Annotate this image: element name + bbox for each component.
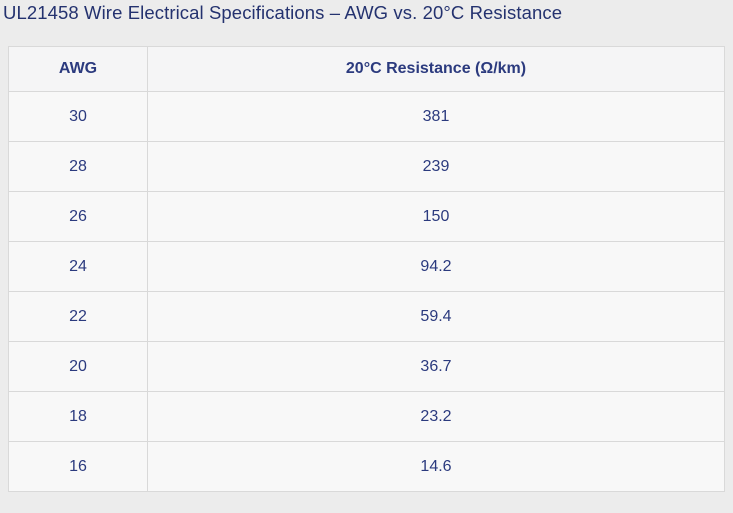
resistance-cell: 36.7 [147,341,725,392]
spec-table: AWG 20°C Resistance (Ω/km) 30 381 28 239… [8,46,725,492]
header-awg: AWG [8,46,148,92]
table-row: 18 23.2 [8,391,725,442]
page-title: UL21458 Wire Electrical Specifications –… [3,2,563,23]
awg-cell: 20 [8,341,148,392]
header-row: AWG 20°C Resistance (Ω/km) [8,46,725,92]
resistance-cell: 14.6 [147,441,725,492]
resistance-cell: 94.2 [147,241,725,292]
resistance-cell: 59.4 [147,291,725,342]
resistance-cell: 150 [147,191,725,242]
header-resistance: 20°C Resistance (Ω/km) [147,46,725,92]
table-body: 30 381 28 239 26 150 24 94.2 22 59.4 20 … [8,91,725,492]
awg-cell: 18 [8,391,148,442]
awg-cell: 30 [8,91,148,142]
table-row: 20 36.7 [8,341,725,392]
awg-cell: 24 [8,241,148,292]
awg-cell: 28 [8,141,148,192]
table-row: 24 94.2 [8,241,725,292]
table-row: 16 14.6 [8,441,725,492]
resistance-cell: 381 [147,91,725,142]
table-row: 26 150 [8,191,725,242]
awg-cell: 26 [8,191,148,242]
awg-cell: 22 [8,291,148,342]
table-row: 22 59.4 [8,291,725,342]
awg-cell: 16 [8,441,148,492]
table-row: 28 239 [8,141,725,192]
resistance-cell: 239 [147,141,725,192]
table-row: 30 381 [8,91,725,142]
resistance-cell: 23.2 [147,391,725,442]
table-header: AWG 20°C Resistance (Ω/km) [8,46,725,92]
